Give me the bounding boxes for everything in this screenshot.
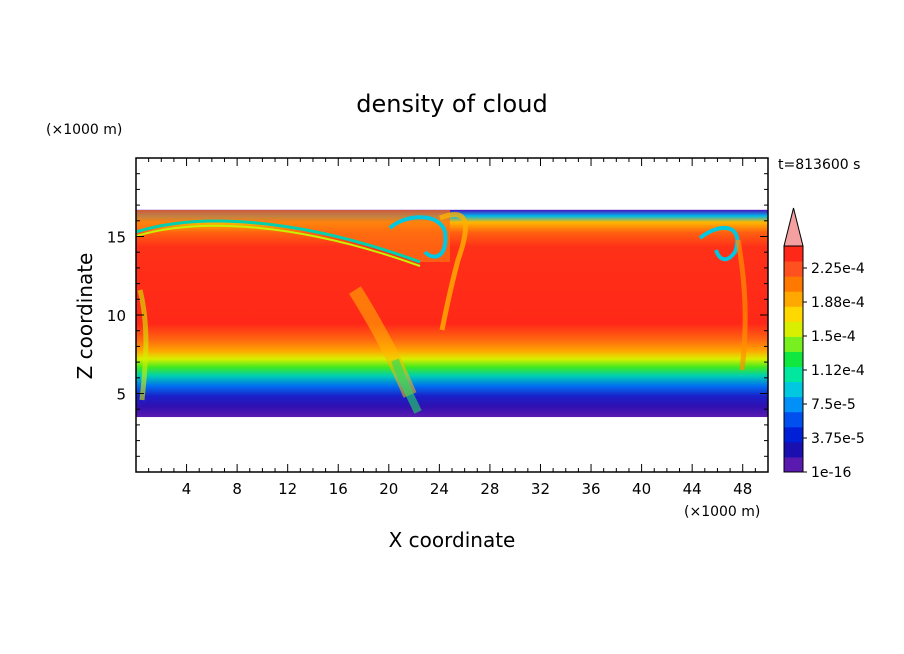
- y-axis-label: Z coordinate: [73, 253, 97, 380]
- colorbar-segment: [784, 396, 803, 413]
- colorbar-segment: [784, 426, 803, 443]
- cloud-top-thin-region: [136, 210, 450, 262]
- colorbar-segment: [784, 276, 803, 292]
- y-tick-label: 15: [107, 229, 126, 247]
- colorbar-frame: [783, 245, 804, 473]
- colorbar-segment: [784, 456, 803, 473]
- colorbar-tick-label: 1.88e-4: [811, 295, 865, 311]
- colorbar: 2.25e-4 1.88e-4 1.5e-4 1.12e-4 7.5e-5 3.75e-5…: [783, 207, 865, 481]
- right-plume-core: [735, 239, 748, 371]
- right-plume: [698, 226, 740, 262]
- x-tick-label: 4: [182, 480, 192, 498]
- y-axis: 5 10 15: [107, 173, 768, 457]
- colorbar-segment: [784, 291, 803, 307]
- overturning-plume: [388, 215, 448, 259]
- colorbar-segment: [784, 321, 803, 337]
- x-tick-label: 28: [480, 480, 499, 498]
- y-unit-label: (×1000 m): [46, 122, 122, 138]
- updraft-column-base: [391, 358, 422, 414]
- colorbar-tick-label: 2.25e-4: [811, 261, 865, 277]
- cloud-top-edge: [136, 219, 421, 264]
- colorbar-extend-triangle: [783, 207, 804, 247]
- colorbar-segment: [784, 306, 803, 322]
- x-unit-label: (×1000 m): [684, 504, 760, 520]
- colorbar-segment: [784, 411, 803, 428]
- chart-title: density of cloud: [356, 90, 547, 118]
- x-tick-label: 32: [531, 480, 550, 498]
- x-tick-label: 36: [581, 480, 600, 498]
- colorbar-segment: [784, 351, 803, 368]
- y-tick-label: 10: [107, 307, 126, 325]
- x-tick-label: 12: [278, 480, 297, 498]
- y-tick-label: 5: [116, 386, 126, 404]
- x-tick-label: 48: [733, 480, 752, 498]
- plot-area: [136, 209, 768, 418]
- x-tick-label: 20: [379, 480, 398, 498]
- time-label: t=813600 s: [778, 157, 860, 173]
- cloud-top-edge-inner: [136, 224, 421, 267]
- cloud-layer: [136, 209, 768, 418]
- colorbar-segment: [784, 246, 803, 262]
- colorbar-tick-label: 1e-16: [811, 465, 851, 481]
- colorbar-segment: [784, 336, 803, 352]
- colorbar-tick-label: 1.5e-4: [811, 329, 856, 345]
- x-axis-label: X coordinate: [389, 528, 516, 552]
- x-tick-label: 44: [683, 480, 702, 498]
- colorbar-tick-label: 7.5e-5: [811, 397, 856, 413]
- x-tick-label: 40: [632, 480, 651, 498]
- colorbar-segment: [784, 381, 803, 398]
- colorbar-segment: [784, 366, 803, 383]
- x-tick-label: 8: [232, 480, 242, 498]
- colorbar-segment: [784, 261, 803, 277]
- x-tick-label: 24: [430, 480, 449, 498]
- overturning-plume-core: [439, 212, 468, 331]
- left-edge-band: [137, 289, 149, 401]
- colorbar-segment: [784, 441, 803, 458]
- colorbar-tick-label: 3.75e-5: [811, 431, 865, 447]
- colorbar-tick-label: 1.12e-4: [811, 363, 865, 379]
- x-tick-label: 16: [329, 480, 348, 498]
- x-axis: 4 8 12 16 20 24 28 32 36 40 44 48: [148, 158, 756, 498]
